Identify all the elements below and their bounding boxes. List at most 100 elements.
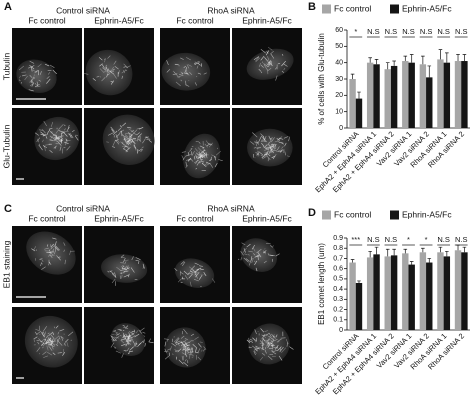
filament (214, 163, 218, 168)
filament (111, 273, 117, 278)
filament (50, 243, 54, 248)
filament (124, 261, 127, 265)
filament (266, 150, 269, 156)
filament (181, 342, 186, 347)
filament (263, 146, 267, 150)
filament (216, 147, 219, 150)
cell-image (16, 59, 57, 93)
sig-label: * (407, 235, 410, 244)
filament (281, 70, 285, 73)
filament (111, 278, 116, 284)
filament (194, 148, 198, 152)
filament (196, 161, 200, 166)
filament (54, 136, 59, 141)
filament (195, 168, 198, 170)
bar (366, 257, 374, 330)
cell-image (246, 46, 294, 81)
y-tick-label: 0.9 (333, 235, 343, 242)
filament (271, 351, 277, 355)
filament (127, 141, 131, 145)
filament (20, 81, 22, 84)
filament (276, 138, 280, 141)
filament (200, 153, 202, 156)
filament (265, 151, 271, 157)
filament (197, 356, 202, 361)
filament (188, 341, 191, 344)
filament (49, 337, 52, 342)
filament (54, 247, 57, 253)
filament (248, 250, 253, 253)
filament (128, 330, 134, 336)
filament (174, 341, 179, 344)
filament (164, 355, 169, 360)
filament (36, 137, 41, 142)
filament (193, 156, 196, 160)
filament (65, 138, 68, 141)
cell (161, 52, 211, 91)
filament (130, 139, 134, 144)
filament (40, 262, 42, 267)
filament (123, 257, 126, 263)
filament (37, 138, 40, 143)
filament (142, 263, 145, 269)
filament (188, 354, 191, 359)
filament (52, 134, 55, 137)
filament (46, 335, 48, 339)
filament (278, 137, 284, 140)
filament (29, 83, 34, 87)
filament (201, 160, 205, 165)
filament (143, 339, 145, 344)
filament (263, 135, 265, 141)
filament (186, 351, 191, 354)
bar (355, 282, 363, 330)
filament (136, 330, 138, 334)
filament (37, 63, 42, 68)
filament (260, 64, 264, 68)
error-bar (368, 250, 372, 258)
filament (114, 272, 116, 278)
filament (49, 149, 53, 153)
legend-label: Fc control (334, 209, 371, 219)
filament (45, 137, 48, 139)
filament (267, 344, 271, 348)
filament (184, 70, 187, 73)
filament (279, 142, 284, 144)
filament (126, 267, 130, 270)
filament (54, 245, 60, 251)
filament (114, 335, 120, 341)
filament (39, 333, 41, 336)
filament (66, 145, 71, 151)
filament (281, 54, 284, 56)
filament (204, 143, 208, 148)
filament (190, 270, 193, 273)
filament (29, 75, 33, 79)
filament (254, 329, 257, 335)
filament (55, 343, 59, 347)
filament (263, 64, 268, 70)
filament (49, 139, 54, 141)
filament (240, 257, 242, 261)
filament (177, 348, 182, 352)
filament (181, 155, 185, 160)
filament (191, 150, 195, 157)
filament (258, 151, 264, 156)
error-bar (368, 57, 372, 63)
filament (184, 338, 188, 340)
filament (194, 268, 200, 274)
filament (194, 62, 198, 64)
filament (180, 261, 185, 265)
filament (130, 332, 135, 334)
filament (139, 327, 145, 332)
filament (188, 349, 190, 351)
filament (194, 262, 199, 265)
filament (271, 143, 275, 146)
filament (263, 63, 269, 68)
filament (46, 76, 50, 79)
filament (174, 268, 178, 272)
filament (146, 138, 150, 141)
filament (122, 143, 128, 147)
group-header: RhoA siRNA (207, 203, 255, 213)
filament (189, 72, 193, 76)
filament (121, 266, 123, 269)
filament (260, 155, 266, 157)
